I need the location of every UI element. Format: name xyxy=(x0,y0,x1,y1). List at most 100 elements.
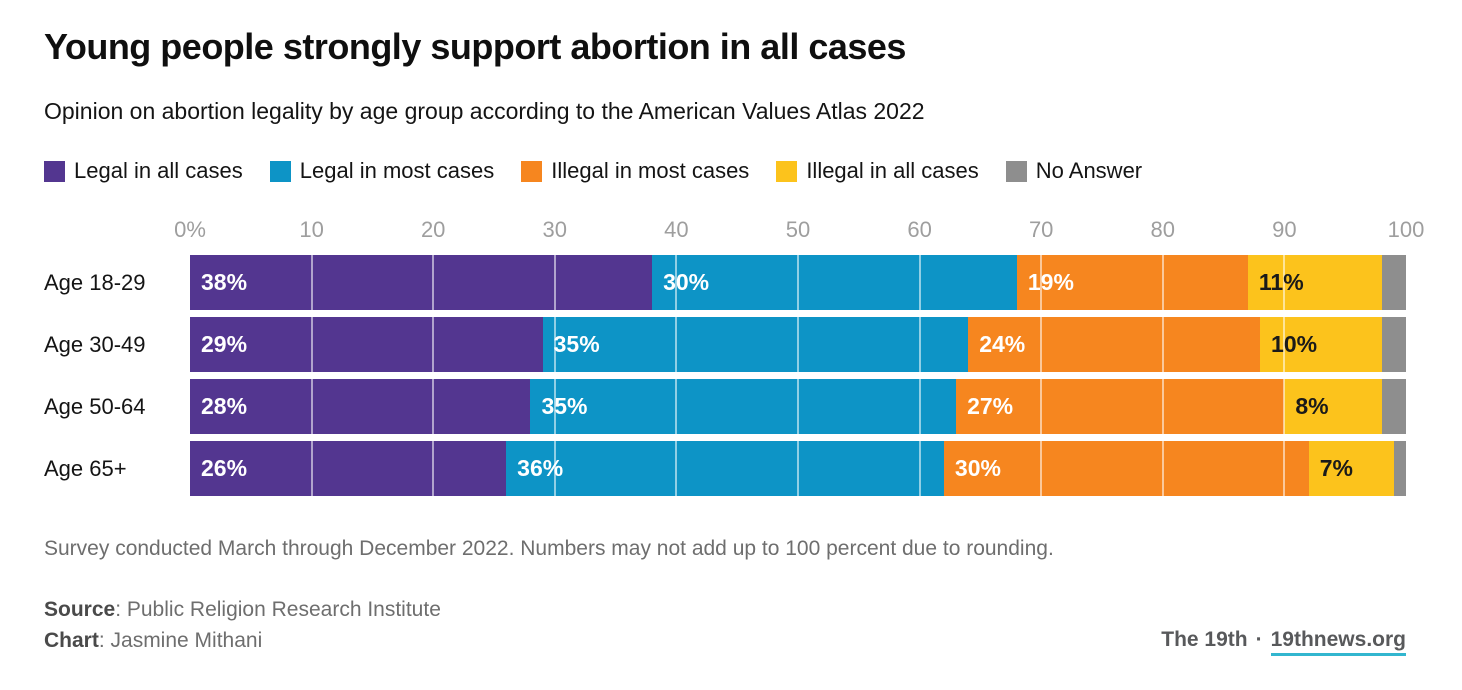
axis-tick-label: 10 xyxy=(299,217,324,242)
legend-item: Legal in all cases xyxy=(44,158,243,184)
gridline xyxy=(1161,441,1164,496)
row-label: Age 65+ xyxy=(44,455,127,481)
segment-value-label: 7% xyxy=(1319,455,1353,481)
gridline xyxy=(797,317,799,372)
legend-item: No Answer xyxy=(1005,158,1143,184)
bar-row: Age 65+ 26% 36% 30% 7% xyxy=(44,441,1406,496)
bar-segment: 11% xyxy=(1247,255,1382,310)
source-label: Source xyxy=(44,598,116,621)
gridline xyxy=(918,441,921,496)
legend-swatch-icon xyxy=(776,160,798,182)
axis-tick-label: 40 xyxy=(664,217,689,242)
segment-value-label: 27% xyxy=(967,393,1014,419)
legend-item: Legal in most cases xyxy=(269,158,495,184)
gridline xyxy=(1161,379,1164,434)
brand-name: The 19th xyxy=(1161,628,1248,651)
gridline xyxy=(675,255,678,310)
source-text: : Public Religion Research Institute xyxy=(115,598,441,621)
legend-item: Illegal in most cases xyxy=(521,158,749,184)
bar-row: Age 30-49 29% 35% 24% 10% xyxy=(44,317,1406,372)
legend: Legal in all cases Legal in most cases Ill… xyxy=(44,158,1406,184)
gridline xyxy=(310,255,313,310)
segment-value-label: 30% xyxy=(663,269,710,295)
gridline xyxy=(675,317,678,372)
gridline xyxy=(675,441,678,496)
gridline xyxy=(432,317,435,372)
gridline xyxy=(310,379,313,434)
axis-tick-label: 0% xyxy=(174,217,206,242)
axis-spacer xyxy=(44,217,190,243)
gridline xyxy=(432,441,435,496)
chart-subtitle: Opinion on abortion legality by age grou… xyxy=(44,98,925,124)
chart-credit-line: Chart: Jasmine Mithani xyxy=(44,625,441,656)
footnote: Survey conducted March through December … xyxy=(44,537,1054,560)
gridline xyxy=(675,379,678,434)
segment-value-label: 29% xyxy=(201,331,248,357)
segment-value-label: 35% xyxy=(541,393,588,419)
x-axis: 0% 10 20 30 40 50 60 70 80 90 100 xyxy=(44,217,1424,243)
bar-row: Age 50-64 28% 35% 27% 8% xyxy=(44,379,1406,434)
gridline xyxy=(432,379,435,434)
gridline xyxy=(553,317,556,372)
axis-tick-label: 90 xyxy=(1272,217,1297,242)
gridline xyxy=(1161,317,1164,372)
legend-item: Illegal in all cases xyxy=(776,158,979,184)
bar-segment: 26% xyxy=(190,441,507,496)
segment-value-label: 30% xyxy=(954,455,1001,481)
chart-author-label: Chart xyxy=(44,629,99,652)
legend-label: Legal in most cases xyxy=(299,158,495,183)
bar-segment: 28% xyxy=(190,379,531,434)
segment-value-label: 38% xyxy=(201,269,248,295)
legend-label: No Answer xyxy=(1035,158,1143,183)
bar-track: 29% 35% 24% 10% xyxy=(190,317,1406,372)
segment-value-label: 11% xyxy=(1258,269,1304,295)
bar-segment xyxy=(1381,379,1406,434)
chart-footer: Source: Public Religion Research Institu… xyxy=(44,594,1406,656)
bar-segment xyxy=(1381,317,1406,372)
gridline xyxy=(553,255,556,310)
gridline xyxy=(797,441,799,496)
stacked-bar-chart: Age 18-29 38% 30% 19% 11% Age 30-49 29% 35% 24% 1… xyxy=(44,255,1406,496)
gridline xyxy=(1283,255,1286,310)
gridline xyxy=(797,379,799,434)
x-axis-ticks: 0% 10 20 30 40 50 60 70 80 90 100 xyxy=(174,217,1424,243)
bar-segment: 8% xyxy=(1284,379,1382,434)
segment-value-label: 19% xyxy=(1027,269,1074,295)
bar-segment: 35% xyxy=(530,379,957,434)
source-line: Source: Public Religion Research Institu… xyxy=(44,594,441,625)
bar-track: 28% 35% 27% 8% xyxy=(190,379,1406,434)
axis-tick-label: 50 xyxy=(785,217,811,242)
gridline xyxy=(1040,379,1043,434)
bar-row: Age 18-29 38% 30% 19% 11% xyxy=(44,255,1406,310)
gridline xyxy=(553,379,556,434)
bar-segment xyxy=(1381,255,1406,310)
bar-segment xyxy=(1393,441,1406,496)
axis-tick-label: 20 xyxy=(420,217,446,242)
gridline xyxy=(553,441,556,496)
gridline xyxy=(918,317,921,372)
gridline xyxy=(1283,441,1286,496)
legend-swatch-icon xyxy=(44,160,65,182)
bar-segment: 29% xyxy=(190,317,543,372)
legend-label: Illegal in most cases xyxy=(551,158,750,183)
bar-segment: 30% xyxy=(943,441,1309,496)
legend-swatch-icon xyxy=(269,160,291,182)
gridline xyxy=(918,255,921,310)
gridline xyxy=(918,379,921,434)
gridline xyxy=(797,255,799,310)
bar-segment: 35% xyxy=(542,317,969,372)
segment-value-label: 36% xyxy=(517,455,564,481)
segment-value-label: 28% xyxy=(201,393,248,419)
axis-tick-label: 60 xyxy=(907,217,932,242)
segment-value-label: 24% xyxy=(979,331,1026,357)
bar-segment: 30% xyxy=(652,255,1017,310)
site-link[interactable]: 19thnews.org xyxy=(1270,628,1406,656)
gridline xyxy=(1283,317,1286,372)
segment-value-label: 8% xyxy=(1295,393,1329,419)
bar-track: 38% 30% 19% 11% xyxy=(190,255,1406,310)
source-block: Source: Public Religion Research Institu… xyxy=(44,594,441,656)
chart-title: Young people strongly support abortion i… xyxy=(44,26,906,67)
chart-author-text: : Jasmine Mithani xyxy=(98,629,263,652)
bar-segment: 38% xyxy=(190,255,653,310)
